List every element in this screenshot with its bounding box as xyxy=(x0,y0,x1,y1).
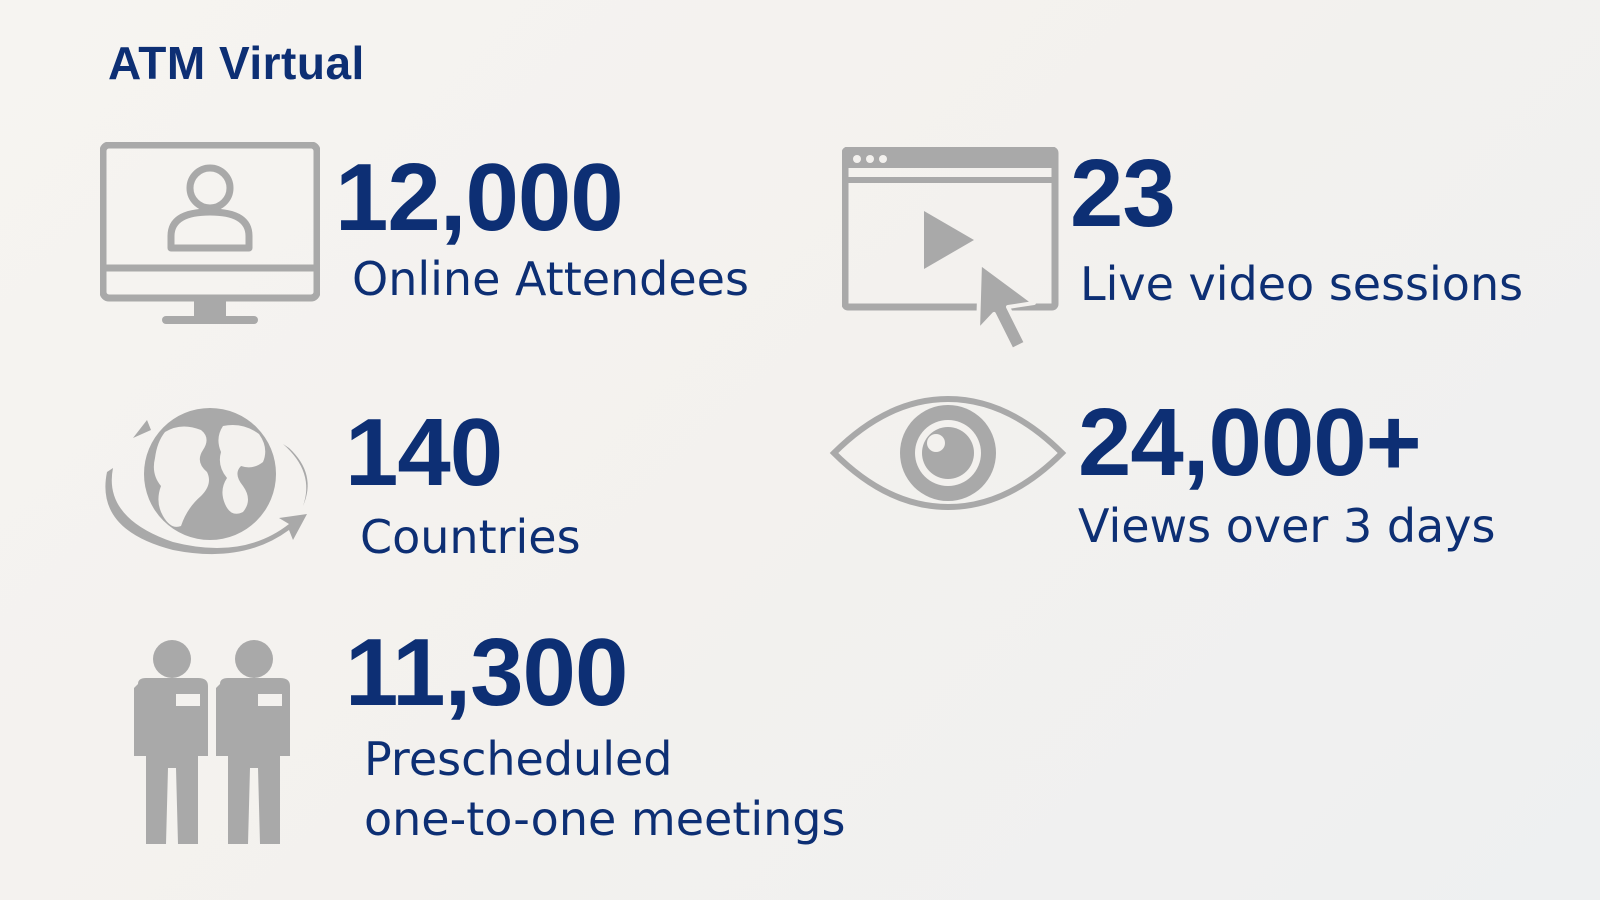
meetings-label-line1: Prescheduled xyxy=(364,732,673,786)
views-label: Views over 3 days xyxy=(1078,499,1496,553)
attendees-label: Online Attendees xyxy=(352,252,749,306)
countries-label: Countries xyxy=(360,510,581,564)
countries-value: 140 xyxy=(345,399,503,506)
meetings-label: Prescheduled one-to-one meetings xyxy=(364,730,845,850)
globe-icon xyxy=(103,408,318,558)
sessions-value: 23 xyxy=(1070,140,1176,247)
sessions-label: Live video sessions xyxy=(1080,257,1524,311)
attendees-value: 12,000 xyxy=(335,144,624,251)
video-player-cursor-icon xyxy=(842,147,1062,357)
meetings-value: 11,300 xyxy=(345,619,628,726)
people-icon xyxy=(130,638,300,850)
views-value: 24,000+ xyxy=(1078,389,1422,496)
page-title: ATM Virtual xyxy=(108,37,365,89)
eye-icon xyxy=(828,395,1068,511)
meetings-label-line2: one-to-one meetings xyxy=(364,791,846,846)
monitor-user-icon xyxy=(100,142,320,328)
